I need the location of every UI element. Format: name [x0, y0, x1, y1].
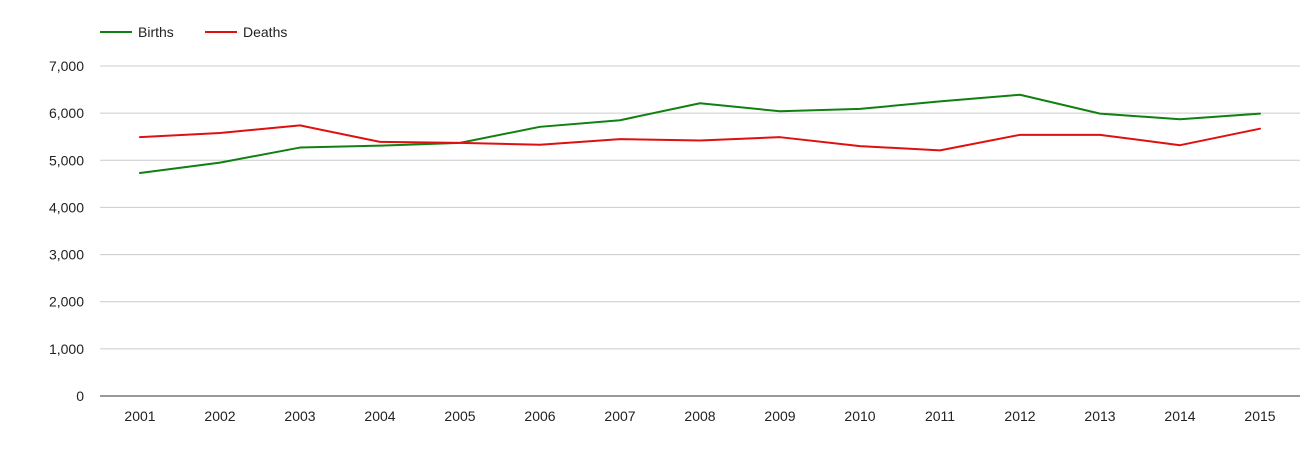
y-tick-label: 1,000: [49, 341, 84, 357]
legend: Births Deaths: [100, 24, 287, 40]
series-layer: [140, 95, 1260, 173]
x-tick-label: 2009: [764, 408, 795, 424]
x-tick-label: 2006: [524, 408, 555, 424]
x-axis: 2001 2002 2003 2004 2005 2006 2007 2008 2009 2010…: [100, 396, 1300, 424]
x-tick-label: 2012: [1004, 408, 1035, 424]
y-axis: 0 1,000 2,000 3,000 4,000 5,000 6,000 7,000: [49, 58, 84, 404]
y-tick-label: 6,000: [49, 105, 84, 121]
y-tick-label: 7,000: [49, 58, 84, 74]
x-tick-label: 2007: [604, 408, 635, 424]
gridlines: [100, 66, 1300, 349]
legend-item-births[interactable]: Births: [100, 24, 174, 40]
y-tick-label: 5,000: [49, 152, 84, 168]
x-tick-label: 2011: [925, 408, 955, 424]
legend-label: Deaths: [243, 24, 287, 40]
x-tick-label: 2003: [284, 408, 315, 424]
x-tick-label: 2002: [204, 408, 235, 424]
x-tick-label: 2013: [1084, 408, 1115, 424]
y-tick-label: 3,000: [49, 247, 84, 263]
x-tick-label: 2015: [1244, 408, 1275, 424]
y-tick-label: 2,000: [49, 294, 84, 310]
y-tick-label: 0: [76, 388, 84, 404]
x-tick-label: 2001: [124, 408, 155, 424]
legend-item-deaths[interactable]: Deaths: [205, 24, 287, 40]
x-tick-label: 2004: [364, 408, 395, 424]
x-tick-label: 2008: [684, 408, 715, 424]
x-tick-label: 2005: [444, 408, 475, 424]
x-tick-label: 2010: [844, 408, 875, 424]
y-tick-label: 4,000: [49, 199, 84, 215]
legend-label: Births: [138, 24, 174, 40]
x-tick-label: 2014: [1164, 408, 1195, 424]
